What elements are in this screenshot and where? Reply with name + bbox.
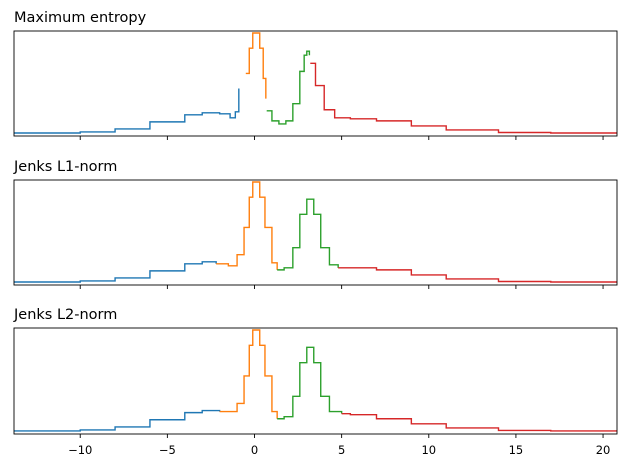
series-line (216, 181, 278, 270)
chart-title: Maximum entropy (14, 10, 147, 26)
x-tick-label: 5 (338, 443, 345, 457)
plot-frame (13, 179, 618, 286)
chart-title: Jenks L2-norm (13, 307, 117, 323)
panels: Maximum entropy Jenks L1-norm Jenks L2-nor… (13, 10, 618, 457)
plot-frame (13, 327, 618, 435)
chart-title: Jenks L1-norm (13, 159, 117, 175)
series-line (266, 50, 311, 125)
plot-frame (13, 30, 618, 137)
chart-panel: Maximum entropy (13, 10, 618, 140)
series-line (310, 62, 617, 134)
series-line (219, 329, 278, 419)
x-tick-label: 10 (421, 443, 436, 457)
chart-panel: Jenks L2-norm −10 −5 0 5 10 15 20 (13, 307, 618, 457)
series-line (14, 88, 240, 134)
series-line (341, 412, 617, 432)
x-tick-label: −10 (68, 443, 92, 457)
series-line (14, 409, 221, 432)
series-line (277, 198, 339, 271)
x-tick-label: 15 (509, 443, 524, 457)
x-tick-label: 0 (251, 443, 258, 457)
x-tick-label: 20 (596, 443, 611, 457)
x-tick-label: −5 (159, 443, 176, 457)
series-line (14, 261, 217, 283)
series-line (338, 267, 617, 283)
series-line (277, 346, 343, 420)
chart-panel: Jenks L1-norm (13, 159, 618, 289)
series-line (245, 32, 267, 99)
